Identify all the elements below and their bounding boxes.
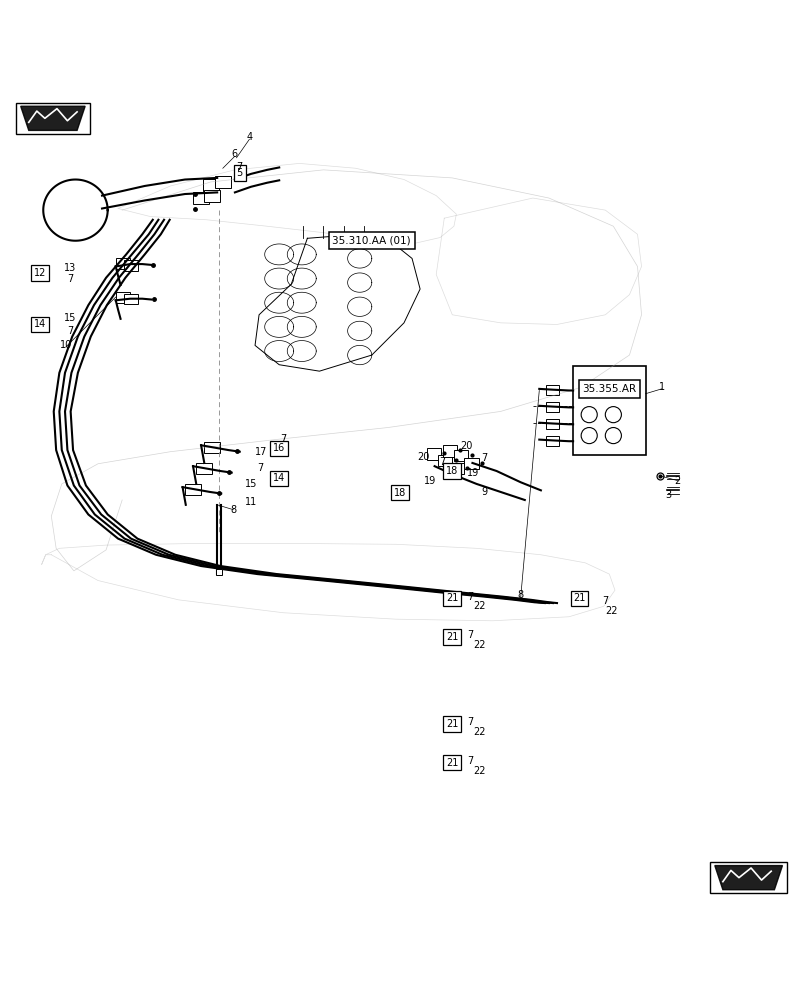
Text: 16: 16 bbox=[273, 443, 285, 453]
FancyBboxPatch shape bbox=[545, 385, 558, 395]
FancyBboxPatch shape bbox=[438, 455, 452, 466]
Text: 21: 21 bbox=[574, 593, 586, 603]
Text: 22: 22 bbox=[473, 601, 486, 611]
Text: 7: 7 bbox=[67, 274, 73, 284]
Text: 11: 11 bbox=[245, 497, 257, 507]
FancyBboxPatch shape bbox=[124, 294, 138, 304]
Text: 8: 8 bbox=[230, 505, 237, 515]
Text: 7: 7 bbox=[467, 630, 473, 640]
FancyBboxPatch shape bbox=[465, 458, 479, 469]
Text: 7: 7 bbox=[467, 756, 473, 766]
FancyBboxPatch shape bbox=[204, 442, 221, 453]
Text: 12: 12 bbox=[34, 268, 46, 278]
Text: 9: 9 bbox=[482, 487, 487, 497]
Text: 22: 22 bbox=[605, 606, 618, 616]
FancyBboxPatch shape bbox=[196, 463, 213, 474]
FancyBboxPatch shape bbox=[454, 450, 469, 461]
FancyBboxPatch shape bbox=[215, 176, 231, 188]
FancyBboxPatch shape bbox=[116, 292, 130, 303]
Text: 21: 21 bbox=[446, 632, 458, 642]
FancyBboxPatch shape bbox=[124, 260, 138, 271]
Text: 7: 7 bbox=[482, 453, 488, 463]
FancyBboxPatch shape bbox=[193, 192, 209, 204]
Text: 21: 21 bbox=[446, 758, 458, 768]
FancyBboxPatch shape bbox=[185, 484, 201, 495]
Polygon shape bbox=[715, 866, 782, 890]
Text: 15: 15 bbox=[64, 313, 76, 323]
Text: 22: 22 bbox=[473, 766, 486, 776]
Text: 21: 21 bbox=[446, 719, 458, 729]
Text: 18: 18 bbox=[393, 488, 406, 498]
Text: 20: 20 bbox=[461, 441, 473, 451]
Text: 14: 14 bbox=[273, 473, 285, 483]
Text: 7: 7 bbox=[258, 463, 263, 473]
Text: 20: 20 bbox=[417, 452, 430, 462]
Text: 19: 19 bbox=[423, 476, 436, 486]
Text: 7: 7 bbox=[280, 434, 286, 444]
FancyBboxPatch shape bbox=[545, 402, 558, 412]
Text: 7: 7 bbox=[440, 457, 446, 467]
Text: 3: 3 bbox=[665, 490, 671, 500]
Text: 13: 13 bbox=[64, 263, 76, 273]
Text: 35.355.AR: 35.355.AR bbox=[583, 384, 637, 394]
FancyBboxPatch shape bbox=[443, 445, 457, 457]
Text: 7: 7 bbox=[467, 717, 473, 727]
Text: 22: 22 bbox=[473, 727, 486, 737]
Text: 4: 4 bbox=[246, 132, 252, 142]
Text: 7: 7 bbox=[467, 592, 473, 602]
Text: 6: 6 bbox=[232, 149, 238, 159]
Text: 2: 2 bbox=[675, 476, 681, 486]
Text: 7: 7 bbox=[602, 596, 608, 606]
Text: 8: 8 bbox=[518, 590, 524, 600]
FancyBboxPatch shape bbox=[204, 190, 221, 202]
Text: 18: 18 bbox=[446, 466, 458, 476]
Text: 14: 14 bbox=[34, 319, 46, 329]
Text: 21: 21 bbox=[446, 593, 458, 603]
Text: 1: 1 bbox=[659, 382, 665, 392]
FancyBboxPatch shape bbox=[710, 862, 787, 893]
Text: 7: 7 bbox=[67, 326, 73, 336]
FancyBboxPatch shape bbox=[545, 436, 558, 446]
Text: 35.310.AA (01): 35.310.AA (01) bbox=[332, 236, 411, 246]
FancyBboxPatch shape bbox=[449, 463, 464, 474]
FancyBboxPatch shape bbox=[203, 179, 219, 191]
Text: 7: 7 bbox=[236, 162, 242, 172]
Text: 19: 19 bbox=[467, 468, 479, 478]
FancyBboxPatch shape bbox=[16, 103, 90, 134]
Text: 17: 17 bbox=[255, 447, 267, 457]
Text: 10: 10 bbox=[60, 340, 72, 350]
Text: 22: 22 bbox=[473, 640, 486, 650]
FancyBboxPatch shape bbox=[573, 366, 646, 455]
FancyBboxPatch shape bbox=[116, 258, 130, 269]
FancyBboxPatch shape bbox=[545, 419, 558, 429]
Polygon shape bbox=[21, 106, 85, 130]
FancyBboxPatch shape bbox=[427, 448, 441, 460]
Text: 15: 15 bbox=[245, 479, 257, 489]
Text: 5: 5 bbox=[237, 168, 243, 178]
